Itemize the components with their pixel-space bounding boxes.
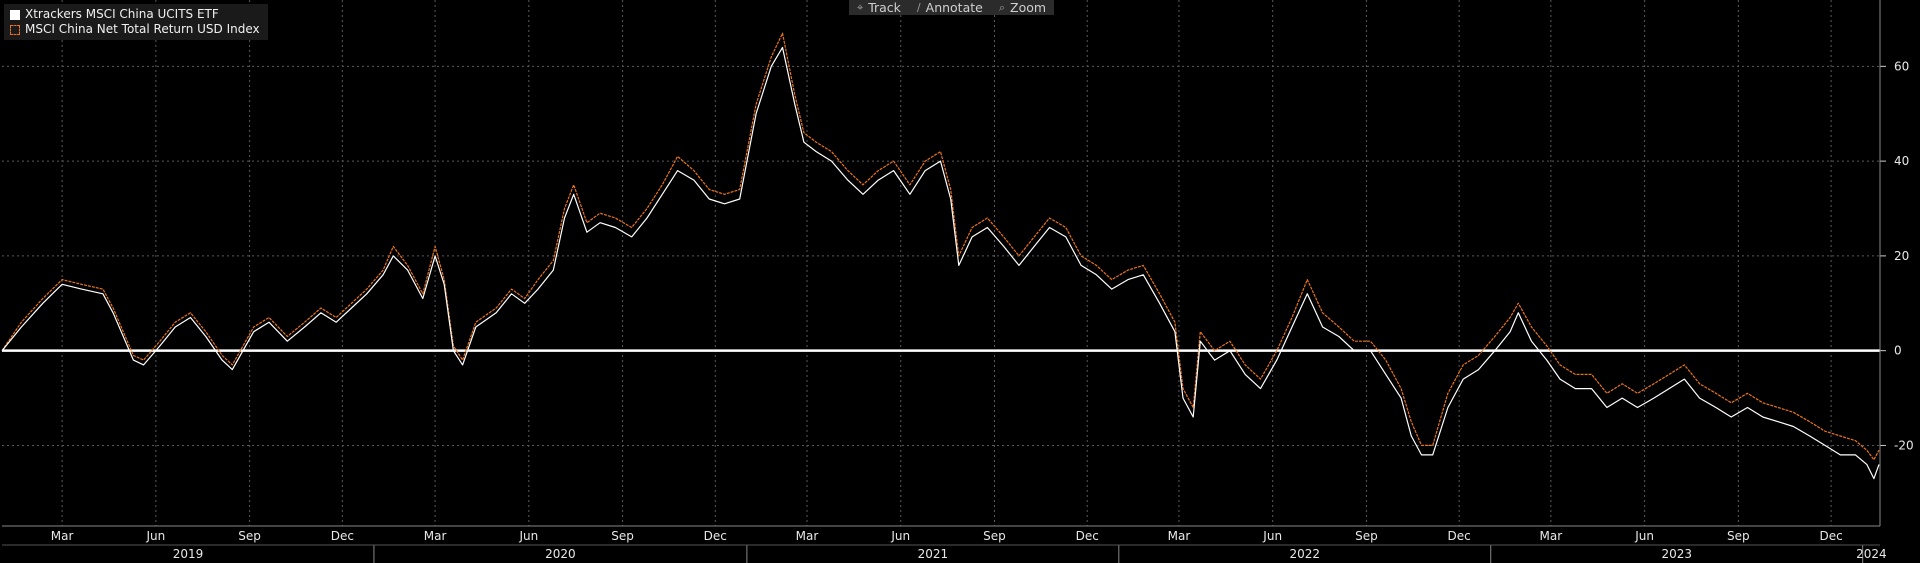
legend-label-index: MSCI China Net Total Return USD Index [25,22,260,36]
x-year-label: 2019 [173,547,204,561]
x-month-label: Sep [611,529,634,543]
x-year-label: 2023 [1661,547,1692,561]
series-line-etf [1,46,1880,480]
y-tick-label: 40 [1894,154,1909,168]
x-month-label: Sep [1355,529,1378,543]
legend-swatch-index [10,24,20,35]
series-layer [1,32,1880,480]
y-tick-label: -20 [1894,438,1914,452]
x-year-label: 2020 [545,547,576,561]
legend-swatch-etf [10,9,20,20]
x-month-label: Mar [424,529,447,543]
x-month-label: Sep [1727,529,1750,543]
x-month-label: Jun [1262,529,1282,543]
x-month-label: Mar [1540,529,1563,543]
x-month-label: Sep [238,529,261,543]
zoom-button[interactable]: ⌕ Zoom [991,0,1054,15]
y-tick-label: 20 [1894,249,1909,263]
x-month-label: Dec [1076,529,1099,543]
magnifier-icon: ⌕ [998,0,1006,14]
annotate-label: Annotate [925,0,983,15]
y-tick-label: 60 [1894,59,1909,73]
chart-toolbar: ⌖ Track ∕ Annotate ⌕ Zoom [849,0,1055,15]
legend-item-index[interactable]: MSCI China Net Total Return USD Index [10,22,260,37]
x-month-label: Jun [890,529,910,543]
track-button[interactable]: ⌖ Track [849,0,909,15]
x-month-label: Sep [983,529,1006,543]
x-month-label: Dec [704,529,727,543]
x-year-label: 2024 [1856,547,1887,561]
legend-label-etf: Xtrackers MSCI China UCITS ETF [25,7,219,21]
y-tick-label: 0 [1894,344,1902,358]
x-month-label: Dec [331,529,354,543]
crosshair-icon: ⌖ [857,0,864,14]
x-month-label: Dec [1448,529,1471,543]
x-month-label: Jun [145,529,165,543]
legend-item-etf[interactable]: Xtrackers MSCI China UCITS ETF [10,7,260,22]
x-year-label: 2021 [918,547,949,561]
pencil-icon: ∕ [916,1,921,14]
x-month-label: Mar [51,529,74,543]
annotate-button[interactable]: ∕ Annotate [909,0,991,15]
track-label: Track [868,0,901,15]
grid-lines [2,0,1880,526]
legend: Xtrackers MSCI China UCITS ETF MSCI Chin… [4,4,268,40]
x-month-label: Jun [1634,529,1654,543]
series-line-index [1,32,1880,461]
x-month-label: Mar [1168,529,1191,543]
x-month-label: Jun [518,529,538,543]
zoom-label: Zoom [1010,0,1047,15]
x-month-label: Mar [796,529,819,543]
x-year-label: 2022 [1290,547,1321,561]
x-month-label: Dec [1819,529,1842,543]
